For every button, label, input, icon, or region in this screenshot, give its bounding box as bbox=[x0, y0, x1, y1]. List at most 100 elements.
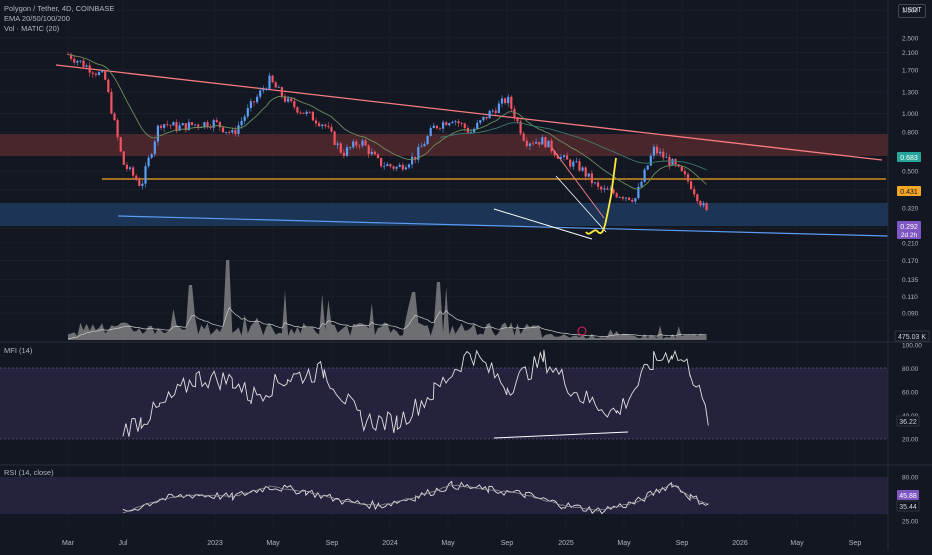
candle bbox=[519, 121, 522, 134]
candle bbox=[559, 156, 562, 159]
candle bbox=[513, 108, 516, 119]
candle bbox=[581, 167, 584, 171]
candle bbox=[643, 169, 646, 182]
candle bbox=[665, 156, 668, 158]
candle bbox=[510, 96, 513, 109]
rsi-title[interactable]: RSI (14, close) bbox=[4, 468, 54, 477]
rsi-value-label: 45.88 35.44 bbox=[896, 490, 920, 512]
time-tick-label: 2026 bbox=[732, 540, 748, 547]
candle bbox=[231, 130, 234, 133]
candle bbox=[79, 60, 82, 62]
candle bbox=[504, 98, 507, 104]
candle bbox=[361, 140, 364, 146]
candle bbox=[206, 122, 209, 128]
time-axis[interactable]: Mar Jul 2023 May Sep 2024 May Sep 2025 May Sep 2026… bbox=[62, 540, 861, 547]
mfi-title[interactable]: MFI (14) bbox=[4, 346, 33, 355]
ema-line-slow bbox=[439, 122, 707, 171]
candle bbox=[683, 171, 686, 175]
candle bbox=[562, 155, 566, 157]
candle bbox=[274, 82, 277, 88]
candle bbox=[525, 140, 528, 146]
candle bbox=[435, 125, 438, 129]
candle bbox=[194, 124, 197, 126]
mfi-divergence-line bbox=[493, 431, 629, 439]
candle bbox=[234, 130, 237, 134]
candle bbox=[169, 124, 172, 126]
time-tick-label: Jul bbox=[119, 540, 128, 547]
candle bbox=[85, 65, 88, 67]
candle bbox=[463, 123, 466, 128]
candle bbox=[590, 173, 593, 184]
candle bbox=[355, 141, 358, 146]
candle bbox=[314, 120, 318, 124]
candle bbox=[262, 89, 265, 91]
support-trendline bbox=[117, 215, 889, 237]
candle bbox=[448, 123, 451, 126]
price-tick-label: 0.170 bbox=[902, 258, 919, 265]
rsi-ma-value-text: 35.44 bbox=[899, 504, 917, 511]
candle bbox=[547, 140, 550, 148]
candle bbox=[628, 197, 631, 200]
candle bbox=[587, 173, 590, 177]
candle bbox=[249, 101, 252, 109]
price-axis[interactable]: 3.500 2.500 2.100 1.700 1.300 1.000 0.800 0.500… bbox=[902, 8, 922, 526]
candle bbox=[166, 124, 169, 125]
candle bbox=[91, 72, 94, 74]
volume-ma bbox=[67, 307, 707, 340]
candle bbox=[674, 159, 677, 165]
candle bbox=[395, 166, 398, 169]
candle bbox=[156, 125, 159, 142]
candle bbox=[609, 189, 612, 191]
candle bbox=[649, 155, 652, 166]
candle bbox=[389, 164, 392, 167]
candle bbox=[159, 125, 163, 128]
candle bbox=[76, 61, 79, 63]
candle bbox=[550, 140, 553, 152]
time-tick-label: May bbox=[441, 540, 455, 547]
candle bbox=[101, 71, 104, 73]
candle bbox=[528, 143, 531, 146]
candle bbox=[252, 101, 256, 103]
candle bbox=[367, 145, 370, 155]
price-tick-label: 1.300 bbox=[902, 89, 919, 96]
candle bbox=[417, 147, 420, 160]
volume-label: 475.03 K bbox=[894, 330, 930, 342]
candle bbox=[70, 54, 73, 59]
candle bbox=[311, 112, 314, 121]
candle bbox=[178, 125, 181, 131]
projection-path bbox=[585, 157, 617, 235]
candle bbox=[225, 131, 228, 133]
time-tick-label: Sep bbox=[849, 540, 862, 547]
candle bbox=[411, 156, 414, 165]
price-tick-label: 1.700 bbox=[902, 67, 919, 74]
candle bbox=[122, 151, 125, 165]
candle bbox=[469, 132, 473, 134]
rsi-ma-line bbox=[122, 483, 709, 513]
candle bbox=[215, 120, 218, 122]
candle bbox=[358, 145, 361, 147]
candle bbox=[398, 164, 401, 167]
candle bbox=[336, 143, 339, 145]
candle bbox=[246, 108, 249, 117]
candle bbox=[491, 110, 494, 112]
price-label-green: 0.683 bbox=[897, 152, 921, 162]
candle bbox=[407, 164, 411, 168]
ema-legend[interactable]: EMA 20/50/100/200 bbox=[4, 14, 70, 23]
candle bbox=[299, 112, 302, 114]
symbol-title[interactable]: Polygon / Tether, 4D, COINBASE bbox=[4, 4, 115, 13]
candle bbox=[553, 151, 556, 156]
grid-lines bbox=[0, 0, 888, 530]
mfi-tick-label: 20.00 bbox=[902, 437, 919, 444]
currency-button[interactable]: USDT bbox=[898, 4, 926, 18]
volume-legend[interactable]: Vol · MATIC (20) bbox=[4, 24, 60, 33]
alert-icon[interactable] bbox=[577, 326, 587, 336]
price-tick-label: 2.500 bbox=[902, 35, 919, 42]
candle bbox=[125, 164, 128, 169]
candle bbox=[655, 146, 659, 154]
candle bbox=[271, 75, 274, 83]
time-tick-label: May bbox=[617, 540, 631, 547]
time-tick-label: Mar bbox=[62, 540, 75, 547]
candle bbox=[578, 161, 581, 171]
candle bbox=[600, 186, 603, 190]
mfi-line bbox=[122, 349, 709, 437]
